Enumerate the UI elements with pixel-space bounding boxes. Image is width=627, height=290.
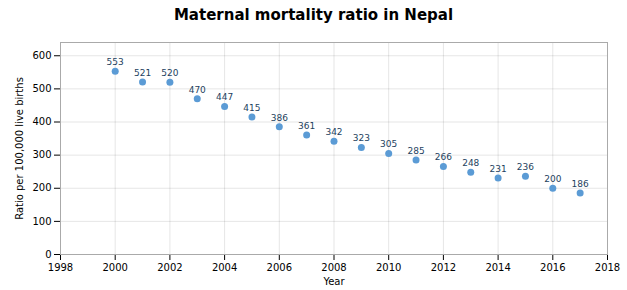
svg-text:Ratio per 100,000 live births: Ratio per 100,000 live births [14,77,25,220]
svg-text:186: 186 [572,179,589,189]
svg-text:500: 500 [32,83,51,94]
html-text:Maternal mortality ratio in Ne: Maternal mortality ratio in Nepal [173,6,454,24]
svg-text:2008: 2008 [321,262,346,273]
svg-text:231: 231 [490,164,507,174]
svg-text:2004: 2004 [212,262,237,273]
svg-text:2000: 2000 [102,262,127,273]
svg-text:521: 521 [134,68,151,78]
svg-text:415: 415 [243,103,260,113]
svg-text:520: 520 [161,68,178,78]
svg-text:2018: 2018 [595,262,620,273]
svg-text:342: 342 [325,127,342,137]
svg-text:305: 305 [380,139,397,149]
svg-text:Year: Year [322,276,345,287]
svg-text:0: 0 [45,249,51,260]
svg-text:200: 200 [32,182,51,193]
svg-text:600: 600 [32,50,51,61]
svg-text:2002: 2002 [157,262,182,273]
svg-text:447: 447 [216,92,233,102]
svg-text:323: 323 [353,133,370,143]
svg-text:361: 361 [298,121,315,131]
svg-text:200: 200 [544,174,561,184]
svg-text:266: 266 [435,152,452,162]
svg-text:285: 285 [407,146,424,156]
svg-text:248: 248 [462,158,479,168]
svg-text:100: 100 [32,216,51,227]
svg-text:236: 236 [517,162,534,172]
svg-text:2016: 2016 [540,262,565,273]
svg-text:400: 400 [32,116,51,127]
svg-text:2006: 2006 [267,262,292,273]
svg-text:1998: 1998 [48,262,73,273]
svg-text:2010: 2010 [376,262,401,273]
svg-text:300: 300 [32,149,51,160]
svg-text:2014: 2014 [485,262,510,273]
svg-text:470: 470 [189,85,206,95]
svg-text:2012: 2012 [431,262,456,273]
svg-text:386: 386 [271,113,288,123]
svg-text:553: 553 [107,57,124,67]
